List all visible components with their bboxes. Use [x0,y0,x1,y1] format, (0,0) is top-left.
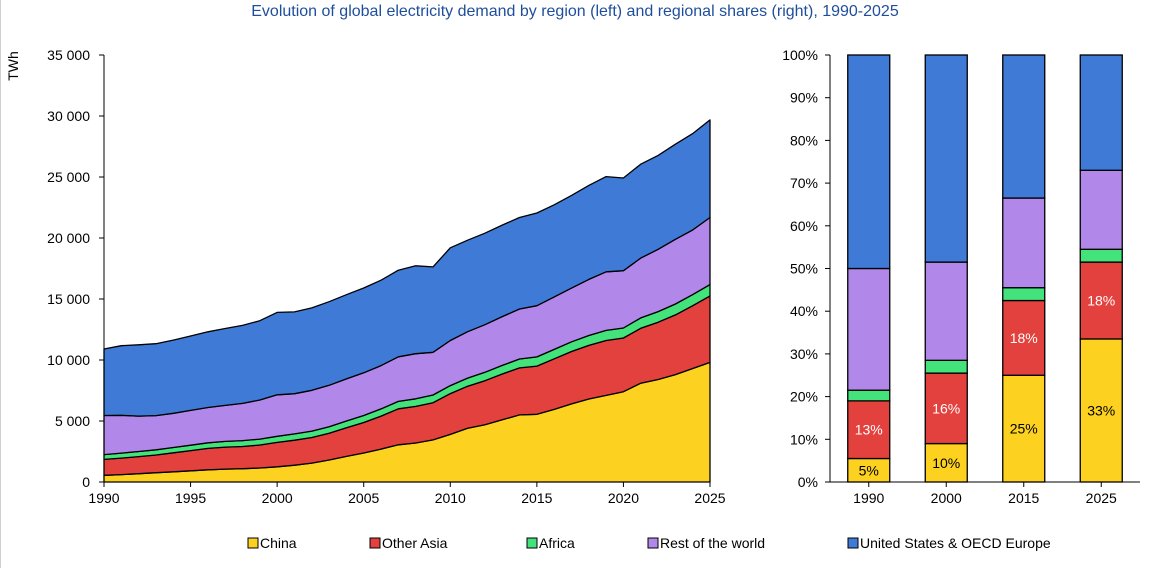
bar-segment-rest-of-the-world-2000 [924,261,968,361]
bar-segment-other-asia-1990 [847,400,891,460]
y-tick-label: 15 000 [47,291,90,307]
data-label-china-2025: 33% [1087,402,1115,418]
area-united-states-oecd-europe [103,119,711,417]
bar-segment-rest-of-the-world-2025 [1079,169,1123,250]
y-tick-label: 30% [790,346,818,362]
legend-label-africa: Africa [539,535,575,551]
bar-segment-rest-of-the-world-2015 [1002,197,1046,289]
x-tick-label: 2005 [348,490,379,506]
y-tick-label: 100% [782,47,818,63]
data-label-china-2015: 25% [1010,421,1038,437]
legend-swatch-africa [526,537,538,549]
bar-segment-africa-2000 [924,359,968,374]
bar-segment-africa-2015 [1002,287,1046,302]
legend-swatch-other-asia [369,537,381,549]
data-label-china-2000: 10% [932,455,960,471]
y-tick-label: 70% [790,175,818,191]
legend-label-rest-of-the-world: Rest of the world [660,535,765,551]
y-tick-label: 80% [790,132,818,148]
y-tick-label: 10% [790,431,818,447]
bar-segment-united-states-oecd-europe-1990 [847,54,891,270]
x-tick-label: 2015 [1008,490,1039,506]
bar-segment-united-states-oecd-europe-2025 [1079,54,1123,171]
bar-segment-china-2000 [924,442,968,483]
bar-segment-other-asia-2000 [924,372,968,445]
x-tick-label: 2025 [694,490,725,506]
legend-label-china: China [260,535,297,551]
x-tick-label: 1990 [88,490,119,506]
y-tick-label: 10 000 [47,352,90,368]
y-tick-label: 90% [790,90,818,106]
x-tick-label: 1990 [853,490,884,506]
bar-segment-rest-of-the-world-1990 [847,267,891,391]
y-tick-label: 40% [790,303,818,319]
x-tick-label: 2025 [1086,490,1117,506]
legend-swatch-united-states-oecd-europe [847,537,859,549]
legend: China Other Asia Africa Rest of the world Un… [247,535,1051,551]
data-label-other-asia-2015: 18% [1010,330,1038,346]
y-tick-label: 50% [790,261,818,277]
bar-segment-africa-1990 [847,389,891,402]
data-label-other-asia-1990: 13% [855,422,883,438]
bar-segment-other-asia-2015 [1002,299,1046,376]
y-tick-label: 60% [790,218,818,234]
x-tick-label: 2020 [608,490,639,506]
right-bar-chart: 5% 13% 1990 10% 16% 2000 25% 18% 2015 33% 18% 2025 0… [782,47,1140,506]
y-tick-label: 20 000 [47,230,90,246]
bar-segment-united-states-oecd-europe-2000 [924,54,968,263]
y-tick-label: 0% [798,474,818,490]
chart-title: Evolution of global electricity demand b… [251,3,899,20]
data-label-other-asia-2025: 18% [1087,293,1115,309]
x-tick-label: 1995 [175,490,206,506]
x-tick-label: 2015 [521,490,552,506]
y-tick-label: 35 000 [47,47,90,63]
x-tick-label: 2000 [262,490,293,506]
legend-label-united-states-oecd-europe: United States & OECD Europe [860,535,1051,551]
y-tick-label: 5 000 [55,413,90,429]
y-tick-label: 30 000 [47,108,90,124]
data-label-other-asia-2000: 16% [932,400,960,416]
bar-segment-united-states-oecd-europe-2015 [1002,54,1046,199]
bar-segment-africa-2025 [1079,248,1123,263]
legend-swatch-rest-of-the-world [647,537,659,549]
left-area-chart: 0 5 000 10 000 15 000 20 000 25 000 30 000 35 0… [5,47,726,506]
y-axis-label: TWh [5,51,21,81]
x-tick-label: 2000 [931,490,962,506]
y-tick-label: 20% [790,389,818,405]
x-tick-label: 2010 [435,490,466,506]
y-tick-label: 0 [82,474,90,490]
bar-segment-china-2015 [1002,374,1046,483]
data-label-china-1990: 5% [859,462,879,478]
legend-swatch-china [247,537,259,549]
y-tick-label: 25 000 [47,169,90,185]
bar-segment-china-2025 [1079,338,1123,483]
legend-label-other-asia: Other Asia [382,535,448,551]
